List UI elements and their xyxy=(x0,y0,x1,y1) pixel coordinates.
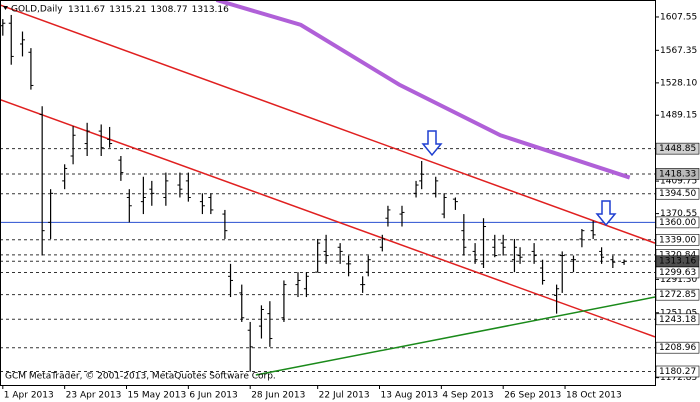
level-label: 1272.85 xyxy=(659,290,696,300)
y-tick-label: 1291.30 xyxy=(660,275,697,285)
arrow-annotation xyxy=(421,130,443,157)
ohlc-readout: 1311.67 1315.21 1308.77 1313.16 xyxy=(68,5,229,15)
x-tick-label: 6 Jun 2013 xyxy=(189,391,237,401)
watermark: GCM MetaTrader, © 2001-2013, MetaQuotes … xyxy=(5,372,276,382)
y-tick-label: 1251.05 xyxy=(660,308,697,318)
x-tick-label: 13 Aug 2013 xyxy=(381,391,439,401)
level-label-box xyxy=(655,341,700,354)
x-tick-label: 26 Sep 2013 xyxy=(504,391,561,401)
y-tick-label: 1489.15 xyxy=(660,111,697,121)
level-label-box xyxy=(655,266,700,279)
level-label: 1394.50 xyxy=(659,189,696,199)
y-tick-label: 1409.75 xyxy=(660,177,697,187)
level-label-box xyxy=(655,187,700,200)
ohlc-value: 1315.21 xyxy=(109,5,146,15)
x-tick-label: 1 Apr 2013 xyxy=(4,391,54,401)
level-label: 1313.16 xyxy=(659,257,696,267)
x-tick-label: 23 Apr 2013 xyxy=(66,391,122,401)
arrow-annotation xyxy=(595,200,617,227)
level-label: 1299.63 xyxy=(659,268,696,278)
level-label: 1208.96 xyxy=(659,343,696,353)
moving-average xyxy=(215,0,631,180)
level-label-box xyxy=(655,233,700,246)
y-tick-label: 1370.55 xyxy=(660,209,697,219)
x-tick-label: 22 Jul 2013 xyxy=(319,391,370,401)
x-tick-label: 4 Sep 2013 xyxy=(442,391,493,401)
trendline xyxy=(255,296,656,376)
header-icon xyxy=(3,6,8,10)
ohlc-value: 1311.67 xyxy=(68,5,105,15)
level-label: 1243.18 xyxy=(659,315,696,325)
y-tick-label: 1528.10 xyxy=(660,78,697,88)
level-label: 1320.84 xyxy=(659,250,696,260)
symbol: GOLD,Daily xyxy=(11,5,63,15)
trendline xyxy=(0,4,656,244)
plot-area xyxy=(0,0,656,376)
y-tick-label: 1607.55 xyxy=(660,12,697,22)
level-label-box xyxy=(655,216,700,229)
level-label-box xyxy=(655,288,700,301)
x-tick-label: 15 May 2013 xyxy=(128,391,187,401)
x-tick-label: 28 Jun 2013 xyxy=(251,391,305,401)
plot-frame xyxy=(0,0,656,386)
y-tick-label: 1567.35 xyxy=(660,46,697,56)
x-tick-label: 18 Oct 2013 xyxy=(566,391,622,401)
level-label-box xyxy=(655,313,700,326)
level-label: 1360.00 xyxy=(659,218,696,228)
level-label: 1339.00 xyxy=(659,235,696,245)
level-label: 1180.27 xyxy=(659,367,696,377)
ohlc-value: 1313.16 xyxy=(192,5,229,15)
level-label: 1448.85 xyxy=(659,144,696,154)
y-tick-label: 1172.85 xyxy=(660,373,697,383)
level-label-box xyxy=(655,142,700,155)
level-label-box xyxy=(655,168,700,180)
level-label-box xyxy=(655,365,700,378)
ohlc-value: 1308.77 xyxy=(150,5,187,15)
level-label: 1418.33 xyxy=(659,169,696,179)
header: GOLD,Daily 1311.67 1315.21 1308.77 1313.16 xyxy=(3,5,229,15)
